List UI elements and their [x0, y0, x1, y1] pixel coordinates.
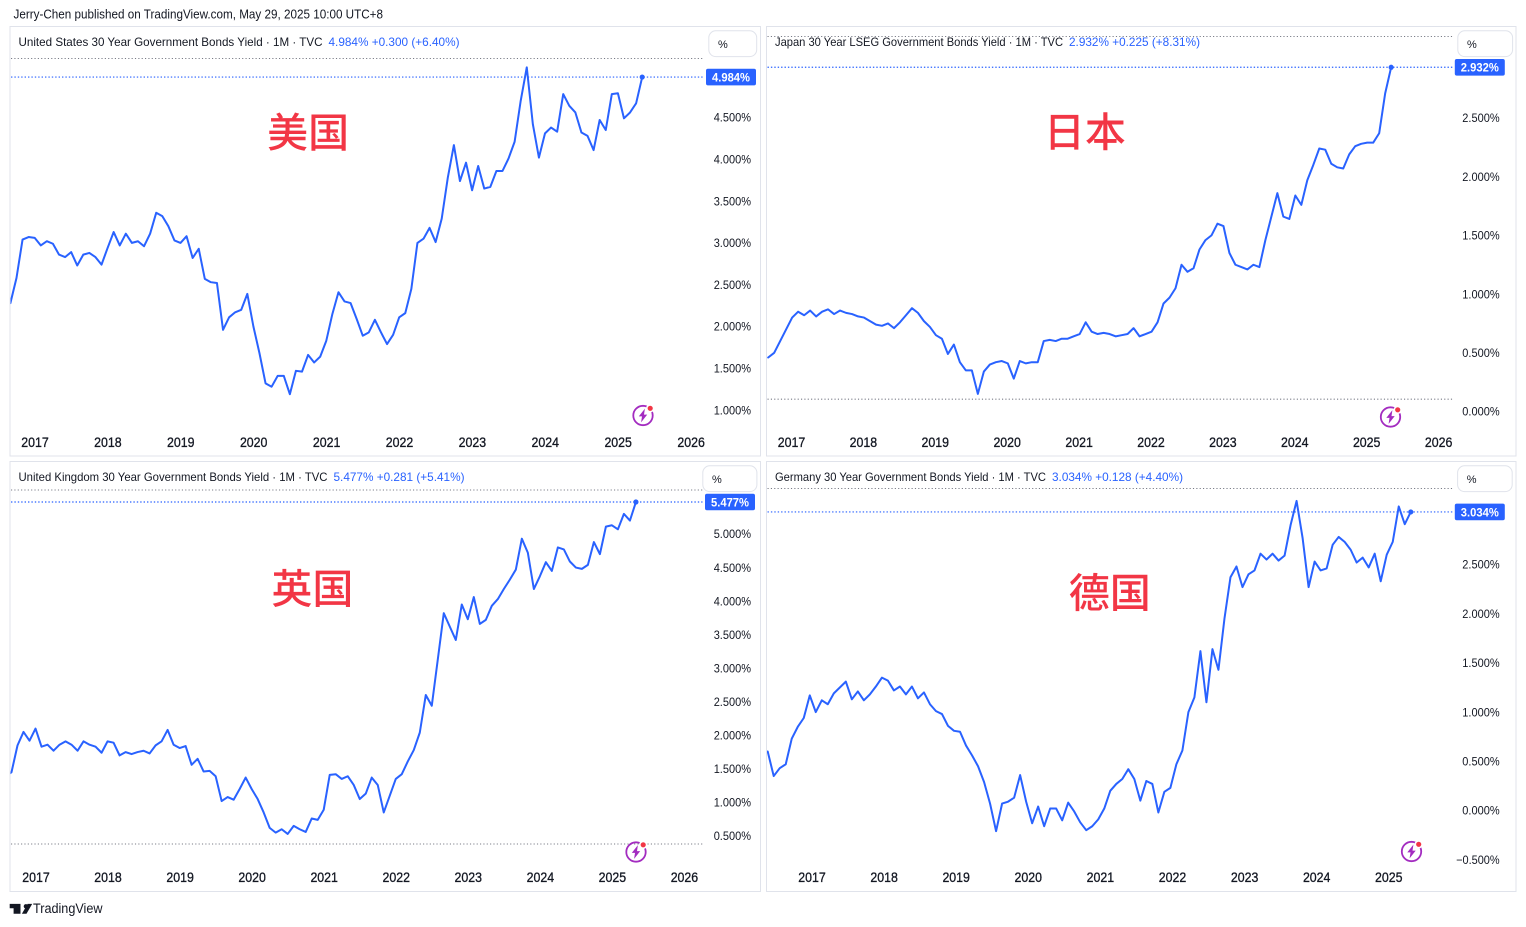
- svg-text:2026: 2026: [1425, 434, 1453, 450]
- svg-text:3.034% +0.128 (+4.40%): 3.034% +0.128 (+4.40%): [1052, 470, 1183, 484]
- svg-text:2021: 2021: [1087, 869, 1115, 885]
- svg-text:5.477%: 5.477%: [711, 495, 749, 509]
- svg-text:2.000%: 2.000%: [714, 729, 752, 743]
- svg-text:1.000%: 1.000%: [1462, 287, 1500, 301]
- svg-text:2024: 2024: [1303, 869, 1331, 885]
- svg-text:2.000%: 2.000%: [714, 320, 752, 334]
- svg-text:0.500%: 0.500%: [714, 829, 752, 843]
- svg-text:2023: 2023: [459, 434, 487, 450]
- svg-text:2.932% +0.225 (+8.31%): 2.932% +0.225 (+8.31%): [1069, 35, 1200, 49]
- svg-text:5.000%: 5.000%: [714, 527, 752, 541]
- svg-text:2.000%: 2.000%: [1462, 607, 1500, 621]
- svg-text:3.500%: 3.500%: [714, 628, 752, 642]
- svg-text:2.500%: 2.500%: [714, 278, 752, 292]
- svg-text:2025: 2025: [1375, 869, 1403, 885]
- svg-text:1.500%: 1.500%: [1462, 229, 1500, 243]
- svg-text:2025: 2025: [599, 869, 627, 885]
- svg-text:2017: 2017: [778, 434, 806, 450]
- svg-text:0.500%: 0.500%: [1462, 755, 1500, 769]
- svg-text:1.500%: 1.500%: [1462, 656, 1500, 670]
- svg-text:2021: 2021: [1065, 434, 1093, 450]
- svg-text:1.000%: 1.000%: [1462, 705, 1500, 719]
- svg-text:United Kingdom 30 Year Governm: United Kingdom 30 Year Government Bonds …: [19, 470, 328, 484]
- svg-text:United States 30 Year Governme: United States 30 Year Government Bonds Y…: [19, 35, 323, 49]
- svg-text:2.500%: 2.500%: [1462, 111, 1500, 125]
- svg-text:2021: 2021: [310, 869, 338, 885]
- svg-text:2020: 2020: [1015, 869, 1043, 885]
- svg-text:2024: 2024: [1281, 434, 1309, 450]
- svg-text:1.000%: 1.000%: [714, 403, 752, 417]
- svg-text:2024: 2024: [527, 869, 555, 885]
- svg-text:%: %: [1467, 39, 1477, 51]
- svg-text:2019: 2019: [922, 434, 950, 450]
- svg-text:Jerry-Chen published on Tradin: Jerry-Chen published on TradingView.com,…: [14, 7, 384, 22]
- svg-text:3.000%: 3.000%: [714, 661, 752, 675]
- svg-text:2026: 2026: [671, 869, 699, 885]
- svg-text:4.500%: 4.500%: [714, 111, 752, 125]
- svg-text:0.000%: 0.000%: [1462, 405, 1500, 419]
- svg-text:2019: 2019: [167, 434, 195, 450]
- svg-text:2.500%: 2.500%: [714, 695, 752, 709]
- svg-text:0.500%: 0.500%: [1462, 346, 1500, 360]
- svg-text:3.034%: 3.034%: [1461, 505, 1499, 519]
- svg-text:1.500%: 1.500%: [714, 362, 752, 376]
- svg-text:2023: 2023: [1209, 434, 1237, 450]
- svg-text:1.000%: 1.000%: [714, 796, 752, 810]
- svg-text:3.500%: 3.500%: [714, 194, 752, 208]
- svg-text:Japan 30 Year LSEG Government: Japan 30 Year LSEG Government Bonds Yiel…: [775, 35, 1063, 49]
- svg-text:2020: 2020: [240, 434, 268, 450]
- svg-text:2017: 2017: [798, 869, 826, 885]
- svg-text:2022: 2022: [386, 434, 414, 450]
- svg-text:2023: 2023: [455, 869, 483, 885]
- svg-text:2022: 2022: [1137, 434, 1165, 450]
- svg-text:%: %: [1467, 474, 1477, 486]
- svg-text:5.477% +0.281 (+5.41%): 5.477% +0.281 (+5.41%): [334, 470, 465, 484]
- svg-text:2018: 2018: [94, 869, 122, 885]
- svg-text:2019: 2019: [166, 869, 194, 885]
- svg-text:2021: 2021: [313, 434, 341, 450]
- svg-text:%: %: [712, 474, 722, 486]
- svg-text:−0.500%: −0.500%: [1456, 853, 1500, 867]
- svg-text:4.500%: 4.500%: [714, 561, 752, 575]
- svg-text:2023: 2023: [1231, 869, 1259, 885]
- svg-text:2018: 2018: [850, 434, 878, 450]
- svg-text:4.984%: 4.984%: [712, 70, 750, 84]
- svg-text:2018: 2018: [94, 434, 122, 450]
- svg-text:2020: 2020: [238, 869, 266, 885]
- svg-text:4.984% +0.300 (+6.40%): 4.984% +0.300 (+6.40%): [329, 35, 460, 49]
- svg-text:3.000%: 3.000%: [714, 236, 752, 250]
- svg-text:Germany 30 Year Government Bon: Germany 30 Year Government Bonds Yield ·…: [775, 470, 1046, 484]
- svg-text:4.000%: 4.000%: [714, 153, 752, 167]
- svg-text:0.000%: 0.000%: [1462, 804, 1500, 818]
- svg-text:2.932%: 2.932%: [1461, 61, 1499, 75]
- svg-text:2017: 2017: [22, 869, 50, 885]
- svg-text:2019: 2019: [942, 869, 970, 885]
- svg-text:TradingView: TradingView: [33, 901, 103, 916]
- svg-text:2024: 2024: [532, 434, 560, 450]
- svg-text:2025: 2025: [604, 434, 632, 450]
- svg-text:2022: 2022: [383, 869, 411, 885]
- svg-text:2018: 2018: [870, 869, 898, 885]
- svg-text:4.000%: 4.000%: [714, 594, 752, 608]
- svg-text:2017: 2017: [21, 434, 49, 450]
- svg-text:%: %: [718, 39, 728, 51]
- svg-text:2022: 2022: [1159, 869, 1187, 885]
- svg-text:1.500%: 1.500%: [714, 762, 752, 776]
- svg-text:2020: 2020: [993, 434, 1021, 450]
- svg-text:2.500%: 2.500%: [1462, 558, 1500, 572]
- svg-text:2026: 2026: [677, 434, 705, 450]
- svg-text:2.000%: 2.000%: [1462, 170, 1500, 184]
- svg-text:2025: 2025: [1353, 434, 1381, 450]
